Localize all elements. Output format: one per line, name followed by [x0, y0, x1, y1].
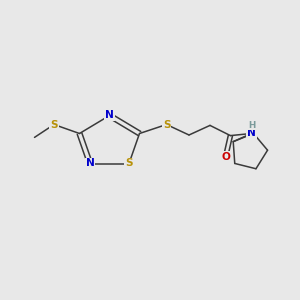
Text: S: S [163, 119, 170, 130]
Text: H: H [248, 121, 255, 130]
Text: O: O [221, 152, 230, 162]
Text: S: S [125, 158, 133, 169]
Text: N: N [105, 110, 114, 121]
Text: S: S [50, 119, 58, 130]
Text: N: N [247, 128, 256, 139]
Text: N: N [85, 158, 94, 169]
